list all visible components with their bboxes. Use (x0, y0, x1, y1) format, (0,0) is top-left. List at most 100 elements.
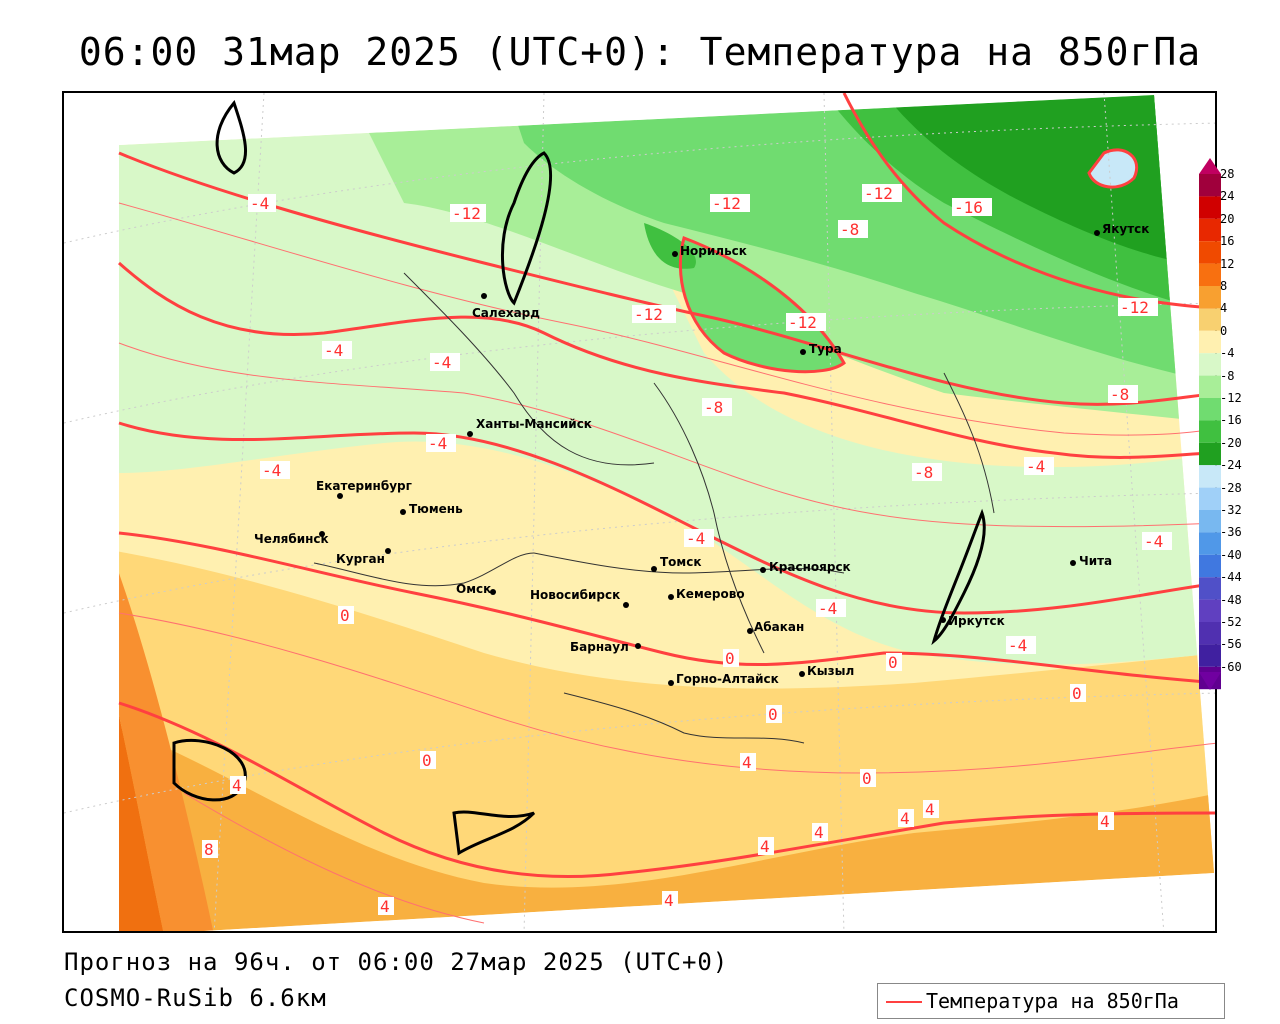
colorbar-cell (1199, 644, 1221, 667)
svg-text:Салехард: Салехард (472, 306, 540, 320)
svg-text:Томск: Томск (660, 555, 702, 569)
colorbar-cells (1199, 174, 1221, 690)
city-tura: Тура (800, 342, 842, 356)
colorbar-label: -8 (1220, 368, 1235, 383)
iso-label: -8 (912, 463, 942, 482)
svg-text:0: 0 (1072, 684, 1082, 703)
city-novosibirsk: Новосибирск (530, 588, 629, 608)
svg-text:Челябинск: Челябинск (254, 532, 329, 546)
city-krasnoyarsk: Красноярск (760, 560, 851, 574)
iso-label: -8 (1108, 385, 1138, 404)
svg-text:-4: -4 (686, 529, 705, 548)
svg-text:Новосибирск: Новосибирск (530, 588, 620, 602)
city-khanty-mansiysk: Ханты-Мансийск (467, 417, 592, 437)
colorbar-label: -28 (1220, 480, 1242, 495)
svg-text:-4: -4 (1008, 636, 1027, 655)
iso-label: -4 (1024, 457, 1054, 476)
iso-label: -4 (248, 194, 276, 213)
iso-label: -12 (786, 313, 826, 332)
iso-label: 4 (230, 776, 246, 795)
svg-text:4: 4 (900, 809, 910, 828)
city-kemerovo: Кемерово (668, 587, 745, 601)
svg-text:-12: -12 (1120, 298, 1149, 317)
svg-text:Красноярск: Красноярск (769, 560, 851, 574)
colorbar-bottom-arrow (1199, 672, 1221, 690)
colorbar-cell (1199, 241, 1221, 264)
svg-text:0: 0 (888, 653, 898, 672)
iso-label: 4 (378, 897, 394, 916)
colorbar-label: -16 (1220, 413, 1242, 428)
svg-text:Кызыл: Кызыл (807, 664, 854, 678)
svg-text:-12: -12 (788, 313, 817, 332)
iso-label: -4 (1142, 532, 1172, 551)
svg-text:Тюмень: Тюмень (409, 502, 463, 516)
iso-label: 4 (662, 891, 678, 910)
iso-label: 0 (420, 751, 436, 770)
temperature-field (119, 95, 1214, 931)
iso-label: -4 (426, 434, 456, 453)
iso-label: 4 (1098, 812, 1114, 831)
svg-text:0: 0 (725, 649, 735, 668)
city-chita: Чита (1070, 554, 1112, 568)
svg-text:Курган: Курган (336, 552, 385, 566)
colorbar-cell (1199, 465, 1221, 488)
iso-label: 0 (723, 649, 739, 668)
svg-text:-4: -4 (324, 341, 343, 360)
svg-text:Кемерово: Кемерово (676, 587, 745, 601)
svg-text:-4: -4 (818, 599, 837, 618)
svg-text:8: 8 (204, 840, 214, 859)
colorbar-label: 0 (1220, 323, 1228, 338)
colorbar-scale (1199, 158, 1221, 690)
iso-label: 0 (338, 606, 354, 625)
svg-text:4: 4 (1100, 812, 1110, 831)
city-omsk: Омск (456, 582, 496, 596)
city-yekaterinburg: Екатеринбург (316, 479, 412, 499)
iso-label: -12 (710, 194, 750, 213)
legend: Температура на 850гПа (877, 983, 1225, 1019)
colorbar-cell (1199, 196, 1221, 219)
svg-text:0: 0 (768, 705, 778, 724)
iso-label: 4 (898, 809, 914, 828)
city-chelyabinsk: Челябинск (254, 531, 329, 546)
iso-label: 4 (758, 837, 774, 856)
colorbar-label: -32 (1220, 503, 1242, 517)
colorbar-label: -20 (1220, 435, 1242, 450)
admin-borders (313, 272, 995, 744)
iso-label: -12 (862, 184, 902, 203)
iso-label: 4 (923, 800, 939, 819)
iso-label: -12 (450, 204, 486, 223)
iso-label: -16 (952, 198, 992, 217)
colorbar-cell (1199, 487, 1221, 510)
iso-label: -8 (838, 220, 868, 239)
svg-text:Якутск: Якутск (1102, 222, 1149, 236)
colorbar-cell (1199, 398, 1221, 421)
iso-label: -4 (816, 599, 846, 618)
svg-text:Иркутск: Иркутск (948, 614, 1005, 628)
colorbar-label: -52 (1220, 615, 1242, 629)
colorbar-cell (1199, 375, 1221, 398)
svg-text:4: 4 (742, 753, 752, 772)
svg-text:Горно-Алтайск: Горно-Алтайск (676, 672, 779, 686)
svg-text:Чита: Чита (1079, 554, 1112, 568)
colorbar-cell (1199, 599, 1221, 622)
svg-text:-8: -8 (840, 220, 859, 239)
iso-label: -8 (702, 398, 732, 417)
svg-text:-12: -12 (712, 194, 741, 213)
iso-label: -4 (322, 341, 352, 360)
colorbar-label: -4 (1220, 346, 1235, 361)
colorbar-cell (1199, 554, 1221, 578)
svg-text:-8: -8 (1110, 385, 1129, 404)
city-markers: Якутск Норильск Салехард Тура Ханты-Манс… (254, 222, 1149, 686)
iso-label: 0 (766, 705, 782, 724)
colorbar-cell (1199, 442, 1221, 466)
svg-text:Тура: Тура (809, 342, 842, 356)
svg-text:4: 4 (814, 823, 824, 842)
graticule (64, 93, 1215, 931)
colorbar-label: 20 (1220, 211, 1235, 226)
iso-label: -12 (632, 305, 676, 324)
city-salekhard: Салехард (472, 293, 540, 320)
svg-text:0: 0 (422, 751, 432, 770)
svg-text:-8: -8 (914, 463, 933, 482)
svg-text:0: 0 (862, 769, 872, 788)
iso-label: -4 (684, 529, 714, 548)
